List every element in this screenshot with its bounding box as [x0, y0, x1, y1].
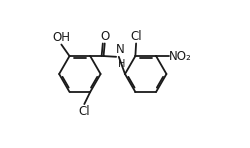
Text: Cl: Cl	[130, 30, 142, 43]
Text: Cl: Cl	[78, 105, 90, 118]
Text: NO₂: NO₂	[169, 50, 192, 63]
Text: O: O	[100, 30, 109, 43]
Text: N: N	[116, 43, 125, 56]
Text: H: H	[118, 59, 126, 69]
Text: OH: OH	[52, 31, 70, 44]
